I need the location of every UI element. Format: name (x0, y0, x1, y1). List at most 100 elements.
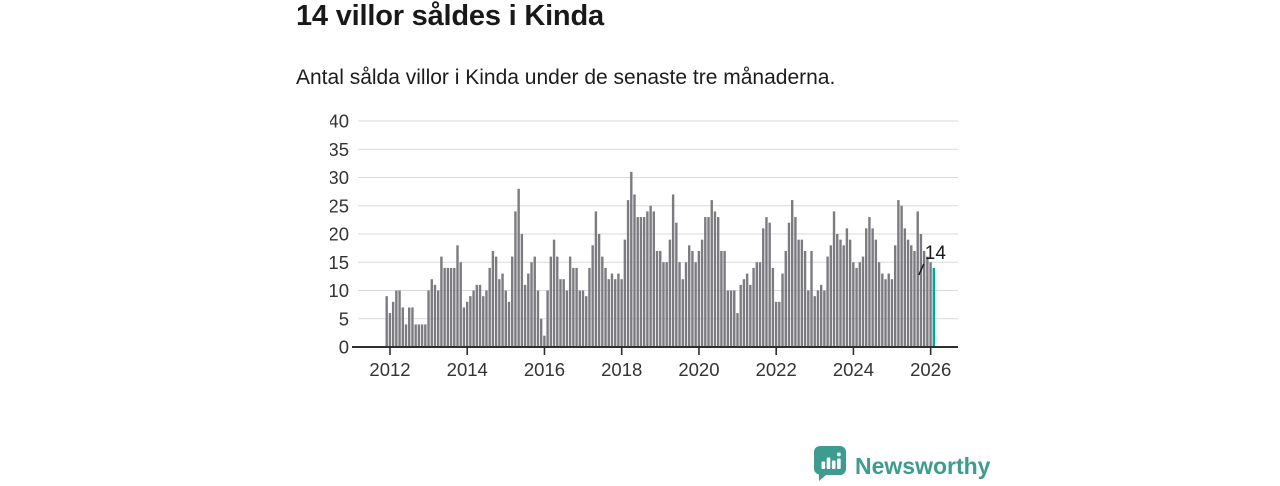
bar (922, 250, 926, 347)
bar (591, 245, 594, 347)
bar (813, 296, 816, 347)
bar (456, 245, 459, 347)
y-tick-label: 25 (330, 195, 349, 216)
logo-exclamation-stem (837, 458, 841, 469)
bar (848, 239, 852, 347)
bar (774, 301, 778, 347)
sales-bar-chart: 0 5 10 15 20 25 30 35 40 2012 2014 2016 2018 2020 2022… (328, 105, 990, 405)
bar (874, 239, 878, 347)
bar (720, 250, 723, 347)
bar (884, 279, 887, 347)
bar (926, 256, 929, 347)
bar (745, 273, 749, 347)
bar (826, 256, 829, 347)
bar (398, 290, 401, 347)
bar (578, 290, 581, 347)
bar (688, 245, 691, 347)
x-tick-label: 2024 (833, 359, 874, 380)
bar (781, 273, 784, 347)
bar (881, 273, 884, 347)
bar (723, 250, 726, 347)
bar (771, 267, 775, 347)
bar (597, 234, 601, 347)
bar (868, 217, 871, 347)
bar (861, 256, 865, 347)
bar (494, 256, 498, 347)
bar (916, 211, 919, 347)
bar (581, 290, 585, 347)
bar (623, 239, 627, 347)
bar (710, 200, 713, 347)
bar (791, 200, 794, 347)
bar (414, 324, 417, 347)
bar (675, 222, 678, 347)
bar (620, 279, 623, 347)
bar (417, 324, 421, 347)
x-tick-label: 2020 (678, 359, 719, 380)
bar (662, 262, 665, 347)
bar (749, 284, 752, 347)
bar (501, 273, 504, 347)
y-axis-labels: 0 5 10 15 20 25 30 35 40 (328, 111, 349, 358)
bar (424, 324, 427, 347)
bar (742, 279, 746, 347)
bar (871, 228, 874, 347)
bar (433, 284, 437, 347)
bar (469, 296, 472, 347)
bar (903, 228, 907, 347)
bar (823, 290, 826, 347)
bar-chart-svg: 0 5 10 15 20 25 30 35 40 2012 2014 2016 2018 2020 2022… (328, 111, 958, 380)
bar (900, 205, 903, 347)
logo-bar (826, 457, 831, 469)
bar (652, 211, 656, 347)
highlighted-bar (932, 267, 935, 347)
bar (739, 284, 742, 347)
bar (707, 217, 710, 347)
bar (716, 217, 720, 347)
bar (385, 296, 388, 347)
bar (630, 171, 633, 347)
bar (797, 239, 800, 347)
bar (784, 250, 787, 347)
bar (568, 256, 572, 347)
bar (401, 307, 404, 347)
bar (852, 262, 855, 347)
bar (539, 318, 543, 347)
bar (511, 256, 514, 347)
y-tick-label: 30 (330, 167, 349, 188)
last-bar-annotation: 14 (918, 243, 946, 276)
bar (556, 256, 559, 347)
bar (758, 262, 762, 347)
bar (491, 250, 495, 347)
y-tick-label: 40 (330, 111, 349, 132)
bar (642, 217, 646, 347)
bar (913, 250, 916, 347)
bar (449, 267, 453, 347)
bar (485, 290, 488, 347)
bar (704, 217, 707, 347)
annotation-leader-line (918, 263, 925, 276)
bar (694, 262, 697, 347)
newsworthy-logo-icon (813, 445, 847, 486)
bar (762, 228, 765, 347)
bars (385, 171, 935, 347)
bar (559, 279, 562, 347)
bar (514, 211, 517, 347)
bar (665, 262, 668, 347)
bar (523, 284, 527, 347)
bar (552, 239, 556, 347)
bar (462, 307, 466, 347)
x-tick-label: 2022 (756, 359, 797, 380)
bar (810, 250, 813, 347)
bar (404, 324, 408, 347)
bar (865, 228, 868, 347)
bar (613, 279, 617, 347)
bar (443, 267, 446, 347)
bar (787, 222, 791, 347)
bar (697, 250, 701, 347)
bar (420, 324, 424, 347)
bar (520, 234, 524, 347)
bar (836, 234, 839, 347)
bar (726, 290, 730, 347)
bar (736, 313, 739, 347)
